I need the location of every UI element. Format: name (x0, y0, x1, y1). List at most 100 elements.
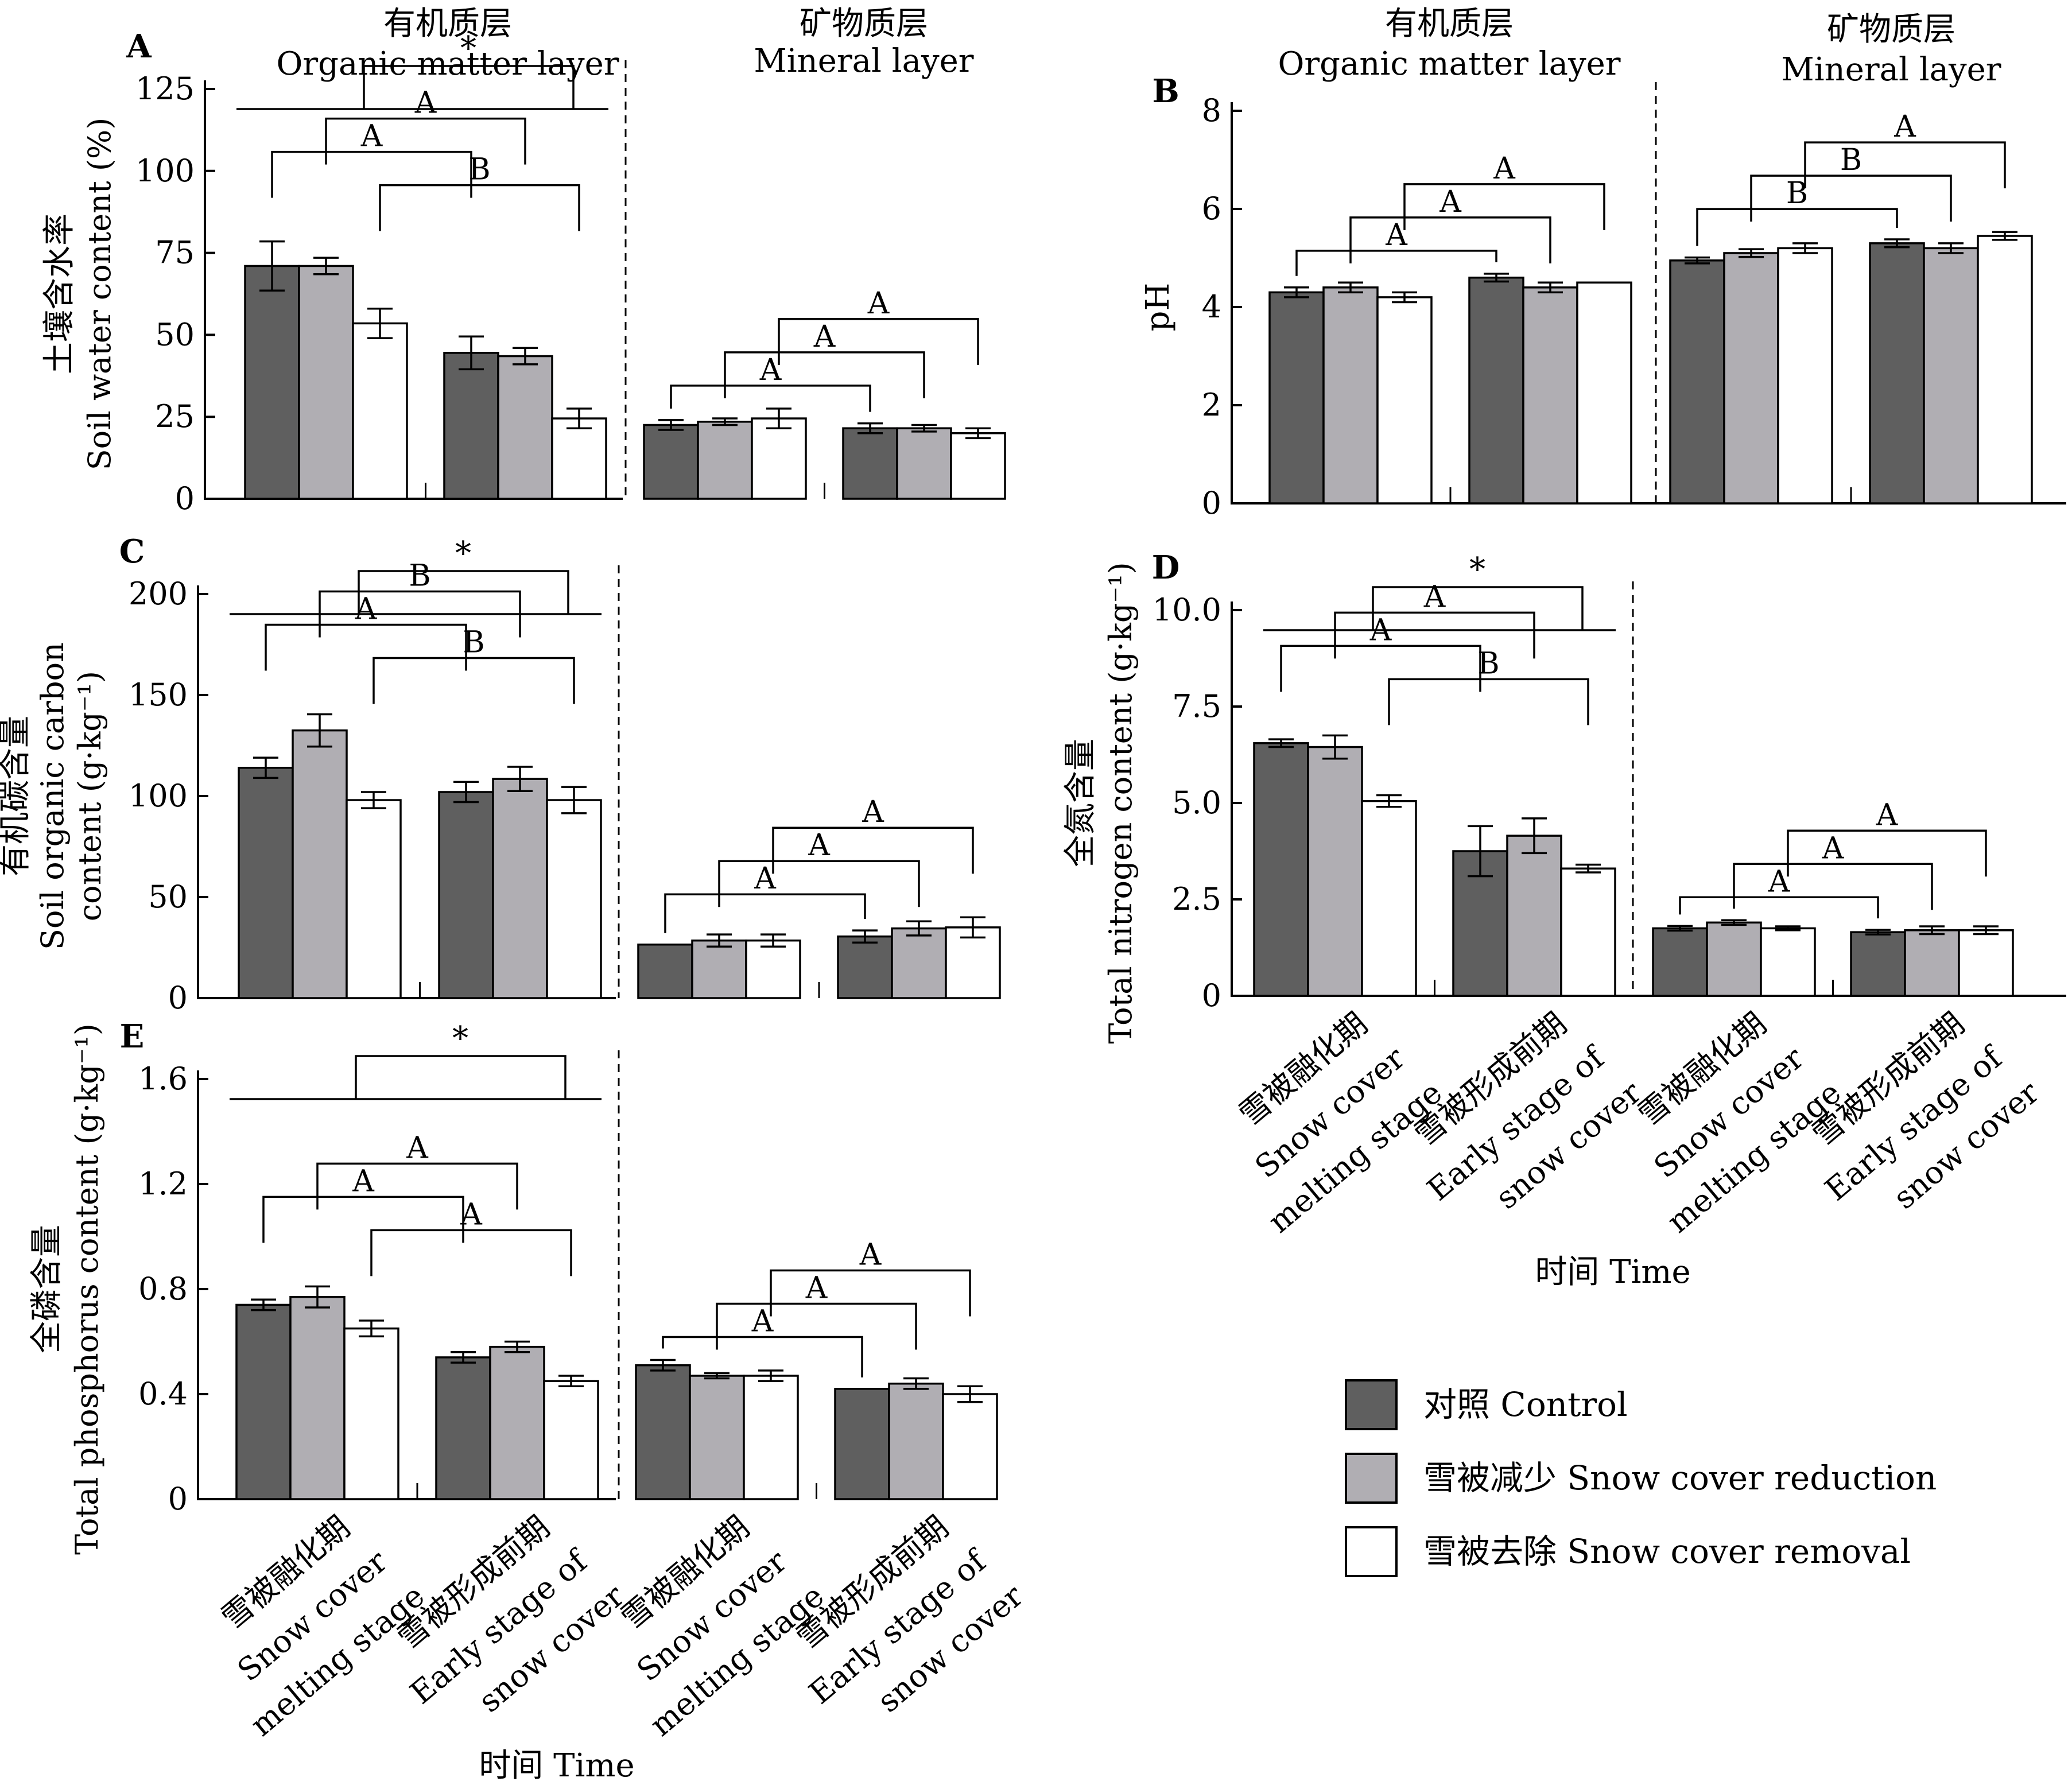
bar (751, 417, 807, 500)
bar (1777, 247, 1833, 505)
y-tick-label: 200 (129, 576, 188, 612)
y-tick-label: 0 (175, 480, 195, 517)
bar (834, 1388, 890, 1500)
significance-bracket (265, 623, 467, 671)
y-tick-label: 4 (1202, 289, 1221, 325)
y-tick-label: 2 (1202, 387, 1221, 423)
bar (235, 1303, 292, 1500)
y-tick-label: 1.6 (138, 1061, 188, 1097)
y-tick-label: 50 (155, 316, 195, 352)
bar (343, 1327, 399, 1500)
bar (352, 322, 408, 500)
significance-letter: B (409, 558, 430, 593)
significance-bracket (718, 860, 920, 907)
y-axis-label-en: Soil water content (%) (82, 118, 118, 471)
bar (697, 421, 753, 500)
bar (942, 1393, 998, 1500)
y-tick-label: 6 (1202, 191, 1221, 227)
mineral-layer-title-en: Mineral layer (754, 42, 973, 80)
bar (891, 927, 947, 999)
panel-letter: C (119, 533, 145, 571)
significance-bracket (1349, 216, 1551, 263)
significance-bracket (373, 657, 575, 704)
y-tick-label: 100 (135, 153, 195, 189)
significance-bracket (1679, 896, 1879, 919)
bar (1253, 742, 1309, 997)
significance-bracket (1388, 678, 1589, 725)
significance-bracket (1750, 174, 1952, 222)
bar (1958, 929, 2014, 997)
bar (1669, 259, 1725, 505)
x-axis-title: 时间 Time (1535, 1254, 1690, 1291)
bar (1869, 242, 1925, 505)
bar (1652, 927, 1708, 997)
bar (691, 939, 747, 999)
panel-letter: A (126, 28, 152, 65)
bar (497, 355, 553, 500)
significance-star: * (1469, 551, 1485, 588)
significance-bracket (772, 826, 974, 874)
bar (1361, 800, 1417, 997)
significance-letter: B (1840, 143, 1862, 177)
legend-swatch (1345, 1526, 1398, 1577)
significance-bracket (1295, 250, 1497, 276)
y-tick-label: 0 (1202, 485, 1221, 521)
bar (1706, 921, 1762, 997)
bar (438, 791, 494, 999)
legend-label: 雪被减少 Snow cover reduction (1423, 1458, 1937, 1497)
bar (888, 1382, 944, 1500)
significance-letter: A (867, 286, 890, 321)
y-tick-label: 0.8 (138, 1271, 188, 1307)
y-tick-label: 8 (1202, 92, 1221, 129)
significance-letter: B (463, 625, 484, 659)
significance-letter: A (406, 1131, 429, 1165)
bar (1923, 247, 1979, 505)
y-axis-label-en: Total phosphorus content (g·kg⁻¹) (69, 1023, 105, 1555)
significance-letter: A (805, 1271, 828, 1306)
significance-bracket (1696, 208, 1898, 246)
significance-star: * (460, 30, 476, 67)
bar (244, 265, 300, 500)
significance-letter: A (352, 1164, 375, 1198)
bar (1760, 927, 1816, 997)
bar (1307, 746, 1363, 997)
y-axis-label-en: pH (1139, 283, 1177, 332)
y-tick-label: 150 (129, 677, 188, 713)
bar (492, 778, 548, 999)
bar (1376, 296, 1433, 505)
significance-bracket (325, 117, 526, 165)
mineral-layer-title-zh: 矿物质层 (800, 5, 928, 42)
significance-bracket (1334, 611, 1535, 659)
bar (543, 1380, 599, 1500)
significance-letter: B (468, 153, 490, 187)
legend-swatch (1345, 1379, 1398, 1430)
legend-label: 对照 Control (1423, 1385, 1628, 1424)
significance-bracket (716, 1302, 917, 1350)
bar (1322, 286, 1379, 505)
significance-letter: A (360, 119, 383, 154)
significance-bracket (778, 318, 979, 365)
panel-letter: D (1152, 549, 1180, 587)
significance-bracket (1804, 141, 2006, 189)
significance-bracket (379, 184, 580, 231)
significance-letter: A (1876, 798, 1899, 832)
y-tick-label: 100 (129, 778, 188, 814)
significance-letter: A (808, 828, 831, 863)
organic-layer-title-en: Organic matter layer (1278, 45, 1620, 83)
star-bracket (363, 65, 575, 109)
bar (1576, 281, 1632, 505)
y-axis-label-en: content (g·kg⁻¹) (72, 671, 108, 921)
significance-bracket (1280, 645, 1481, 692)
significance-letter: A (1822, 831, 1845, 866)
mineral-layer-title-en: Mineral layer (1781, 51, 2001, 88)
significance-letter: A (1423, 580, 1446, 614)
bar (1904, 929, 1960, 997)
y-tick-label: 1.2 (138, 1166, 188, 1202)
y-axis-label-zh: 全磷含量 (28, 1225, 65, 1353)
bar (443, 352, 499, 500)
significance-bracket (1733, 863, 1933, 910)
